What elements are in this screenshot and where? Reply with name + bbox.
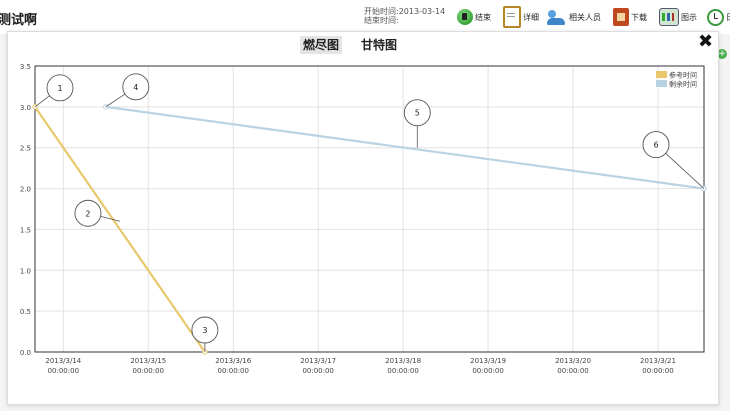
people-button-label: 相关人员 [569,12,601,22]
annotation-circle [642,131,670,159]
clock-icon [707,8,724,26]
y-tick-label: 1.5 [20,226,31,234]
annotation-leader [34,95,50,108]
end-time-label: 结束时间: [364,16,399,25]
annotation-label: 2 [85,209,90,218]
x-tick-label: 2013/3/16 [215,357,251,365]
x-tick-label: 2013/3/20 [555,357,591,365]
download-button-label: 下载 [631,12,647,22]
y-tick-label: 2.0 [20,186,31,194]
annotation-circle [403,99,431,127]
annotation-circle [122,73,150,101]
x-axis: 2013/3/14 00:00:00 2013/3/15 00:00:00 2013/3… [45,357,676,375]
x-tick-label: 00:00:00 [302,367,333,375]
annotation-leader [665,153,705,189]
end-button-label: 结束 [475,12,491,22]
start-time-label: 开始时间: [364,7,399,16]
x-tick-label: 00:00:00 [642,367,673,375]
legend-swatch [656,71,667,78]
x-tick-label: 00:00:00 [48,367,79,375]
end-icon [457,9,473,25]
add-icon[interactable]: + [717,49,727,59]
clock-button-label: 日 [726,12,730,23]
x-tick-label: 00:00:00 [557,367,588,375]
x-tick-label: 2013/3/17 [300,357,336,365]
app-title: 测试啊 [0,13,38,28]
annotation-label: 1 [57,84,62,93]
x-tick-label: 00:00:00 [133,367,164,375]
x-tick-label: 2013/3/18 [385,357,421,365]
chart-dialog: 燃尽图 甘特图 ✖ 0.0 0.5 1.0 1.5 2.0 2.5 3.0 3.5 2013/… [7,31,719,405]
download-button[interactable]: 下载 [613,7,647,27]
series-line [34,106,206,353]
annotation-leader [100,216,121,222]
time-info: 开始时间:2013-03-14 结束时间: [364,7,445,25]
burndown-chart: 0.0 0.5 1.0 1.5 2.0 2.5 3.0 3.5 2013/3/14 00:00:… [20,63,707,375]
x-tick-label: 00:00:00 [387,367,418,375]
legend-label: 剩余时间 [669,80,697,89]
chart-icon [659,8,679,26]
x-tick-label: 2013/3/19 [470,357,506,365]
y-tick-label: 1.0 [20,267,31,275]
annotations: 1 2 3 4 5 6 [34,73,705,352]
series-line [105,105,705,190]
x-tick-label: 00:00:00 [217,367,248,375]
x-tick-label: 2013/3/15 [130,357,166,365]
start-time-value: 2013-03-14 [398,7,446,16]
y-tick-label: 3.0 [20,104,31,112]
y-tick-label: 3.5 [20,63,31,71]
tab-gantt[interactable]: 甘特图 [361,38,398,52]
annotation-label: 6 [653,141,658,150]
plot-area [34,65,705,353]
annotation-circle [46,74,74,102]
chart-button-label: 图示 [681,12,697,22]
y-tick-label: 0.5 [20,308,31,316]
x-tick-label: 2013/3/14 [45,357,81,365]
tab-burndown[interactable]: 燃尽图 [300,36,343,54]
chart-button[interactable]: 图示 [659,7,697,27]
legend-swatch [656,80,667,87]
x-tick-label: 00:00:00 [472,367,503,375]
annotation-circle [191,316,219,344]
clock-button[interactable]: 日 [707,7,730,27]
detail-button[interactable]: 详细 [503,6,539,28]
grid [35,65,704,353]
end-button[interactable]: 结束 [457,7,491,27]
legend-label: 参考时间 [669,71,697,80]
annotation-label: 3 [202,326,207,335]
annotation-leader [105,93,126,108]
detail-button-label: 详细 [523,12,539,22]
y-tick-label: 2.5 [20,145,31,153]
annotation-label: 5 [415,109,420,118]
detail-icon [503,6,521,28]
top-toolbar: 测试啊 开始时间:2013-03-14 结束时间: 结束 详细 相关人员 下载 … [0,0,730,34]
y-tick-label: 0.0 [20,349,31,357]
x-tick-label: 2013/3/21 [640,357,676,365]
people-button[interactable]: 相关人员 [547,7,601,27]
annotation-circle [74,199,102,227]
annotation-label: 4 [133,83,138,92]
close-icon[interactable]: ✖ [698,31,714,52]
y-axis: 0.0 0.5 1.0 1.5 2.0 2.5 3.0 3.5 [20,63,31,357]
download-icon [613,8,629,26]
people-icon [547,9,567,25]
